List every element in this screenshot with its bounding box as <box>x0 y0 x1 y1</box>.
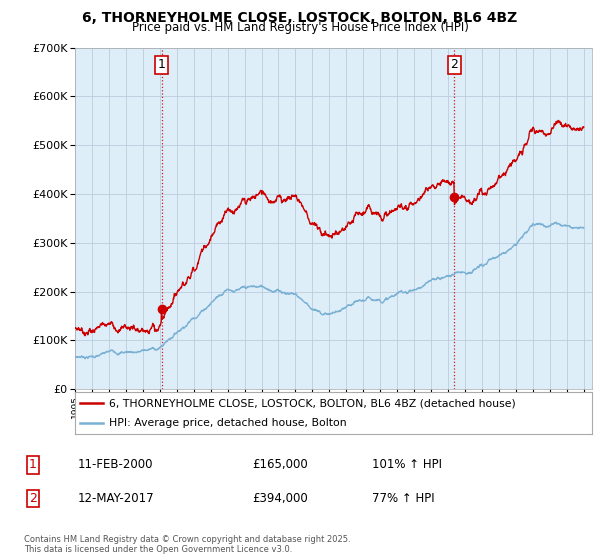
Text: Contains HM Land Registry data © Crown copyright and database right 2025.
This d: Contains HM Land Registry data © Crown c… <box>24 535 350 554</box>
Text: 1: 1 <box>29 458 37 472</box>
Text: 1: 1 <box>158 58 166 71</box>
Text: 101% ↑ HPI: 101% ↑ HPI <box>372 458 442 472</box>
Text: 2: 2 <box>450 58 458 71</box>
Text: Price paid vs. HM Land Registry's House Price Index (HPI): Price paid vs. HM Land Registry's House … <box>131 21 469 34</box>
Text: 6, THORNEYHOLME CLOSE, LOSTOCK, BOLTON, BL6 4BZ: 6, THORNEYHOLME CLOSE, LOSTOCK, BOLTON, … <box>82 11 518 25</box>
Text: 11-FEB-2000: 11-FEB-2000 <box>78 458 154 472</box>
Text: 6, THORNEYHOLME CLOSE, LOSTOCK, BOLTON, BL6 4BZ (detached house): 6, THORNEYHOLME CLOSE, LOSTOCK, BOLTON, … <box>109 398 515 408</box>
Text: £394,000: £394,000 <box>252 492 308 505</box>
Text: HPI: Average price, detached house, Bolton: HPI: Average price, detached house, Bolt… <box>109 418 346 428</box>
Text: 2: 2 <box>29 492 37 505</box>
Text: 77% ↑ HPI: 77% ↑ HPI <box>372 492 434 505</box>
Text: £165,000: £165,000 <box>252 458 308 472</box>
Text: 12-MAY-2017: 12-MAY-2017 <box>78 492 155 505</box>
